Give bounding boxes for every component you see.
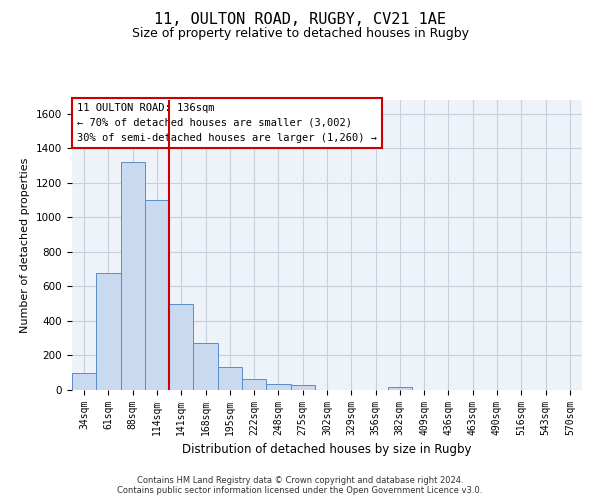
Bar xyxy=(242,379,266,390)
Bar xyxy=(193,344,218,390)
Bar xyxy=(121,162,145,390)
Bar xyxy=(388,386,412,390)
X-axis label: Distribution of detached houses by size in Rugby: Distribution of detached houses by size … xyxy=(182,444,472,456)
Text: 11 OULTON ROAD: 136sqm
← 70% of detached houses are smaller (3,002)
30% of semi-: 11 OULTON ROAD: 136sqm ← 70% of detached… xyxy=(77,103,377,142)
Bar xyxy=(218,366,242,390)
Text: Contains HM Land Registry data © Crown copyright and database right 2024.: Contains HM Land Registry data © Crown c… xyxy=(137,476,463,485)
Bar xyxy=(169,304,193,390)
Text: 11, OULTON ROAD, RUGBY, CV21 1AE: 11, OULTON ROAD, RUGBY, CV21 1AE xyxy=(154,12,446,28)
Bar xyxy=(266,384,290,390)
Bar xyxy=(96,272,121,390)
Bar xyxy=(145,200,169,390)
Y-axis label: Number of detached properties: Number of detached properties xyxy=(20,158,31,332)
Bar xyxy=(290,385,315,390)
Text: Size of property relative to detached houses in Rugby: Size of property relative to detached ho… xyxy=(131,28,469,40)
Text: Contains public sector information licensed under the Open Government Licence v3: Contains public sector information licen… xyxy=(118,486,482,495)
Bar xyxy=(72,372,96,390)
